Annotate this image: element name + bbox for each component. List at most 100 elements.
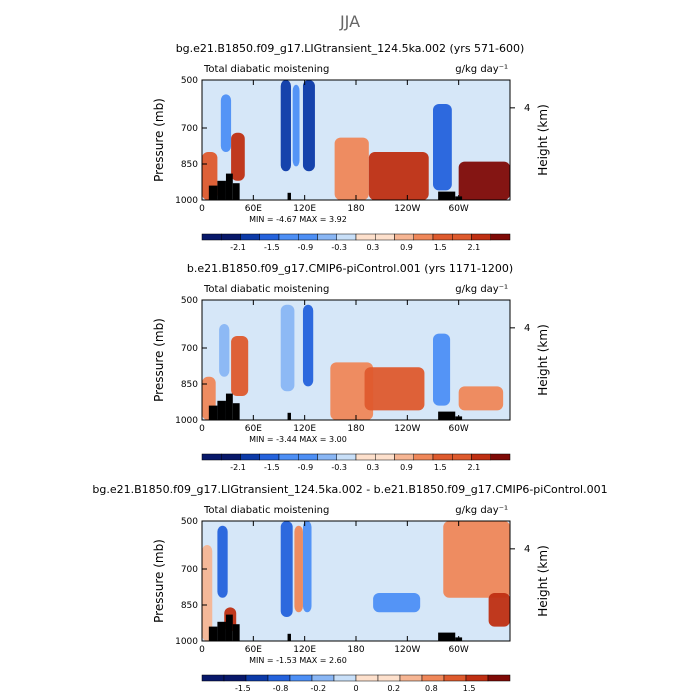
colorbar-segment (298, 233, 318, 241)
colorbar-label: -1.5 (264, 463, 280, 472)
colorbar-segment (471, 453, 491, 461)
colorbar-segment (432, 233, 453, 241)
y-tick-label: 1000 (175, 196, 198, 206)
field-cell (231, 132, 245, 181)
terrain-mask (438, 632, 456, 641)
colorbar-segment (317, 233, 337, 241)
panel-units-label: g/kg day⁻¹ (455, 284, 508, 295)
field-cell (219, 324, 230, 377)
field-cell (443, 521, 510, 598)
x-tick-label: 120W (394, 424, 420, 434)
colorbar-segment (465, 674, 489, 682)
x-tick-label: 0 (199, 424, 205, 434)
field-cell (280, 521, 293, 617)
colorbar-segment (413, 453, 434, 461)
colorbar-label: -2.1 (230, 243, 246, 252)
colorbar-label: -0.8 (273, 684, 289, 693)
colorbar-segment (240, 453, 260, 461)
terrain-mask (208, 185, 218, 200)
x-tick-label: 0 (199, 645, 205, 655)
terrain-mask (232, 183, 240, 200)
panel-3: bg.e21.B1850.f09_g17.LIGtransient_124.5k… (92, 483, 607, 693)
colorbar-segment (413, 233, 434, 241)
right-tick-label: 4 (524, 103, 530, 114)
panel-2: b.e21.B1850.f09_g17.CMIP6-piControl.001 … (152, 262, 550, 472)
terrain-mask (232, 403, 240, 420)
x-tick-label: 180 (347, 424, 364, 434)
colorbar-segment (452, 233, 472, 241)
terrain-mask (208, 626, 218, 641)
colorbar-segment (240, 233, 260, 241)
y-tick-label: 700 (181, 344, 198, 354)
colorbar-segment (259, 453, 280, 461)
colorbar-label: -0.3 (331, 463, 347, 472)
colorbar-label: 2.1 (468, 463, 481, 472)
panel-title: bg.e21.B1850.f09_g17.LIGtransient_124.5k… (176, 42, 525, 55)
field-cell (292, 84, 300, 167)
y-tick-label: 850 (181, 380, 198, 390)
colorbar-segment (336, 453, 357, 461)
panel-1: bg.e21.B1850.f09_g17.LIGtransient_124.5k… (152, 42, 550, 252)
colorbar-label: 1.5 (434, 463, 447, 472)
colorbar-label: -0.2 (310, 684, 326, 693)
y-axis-right-label: Height (km) (536, 104, 550, 175)
colorbar-label: 0.9 (400, 243, 413, 252)
colorbar-segment (267, 674, 291, 682)
min-max-label: MIN = -1.53 MAX = 2.60 (249, 656, 347, 665)
min-max-label: MIN = -3.44 MAX = 3.00 (249, 435, 347, 444)
colorbar-segment (336, 233, 357, 241)
field-cell (488, 593, 510, 627)
colorbar-label: -0.3 (331, 243, 347, 252)
x-tick-label: 180 (347, 645, 364, 655)
colorbar-segment (201, 233, 222, 241)
colorbar-segment (375, 233, 395, 241)
colorbar-segment (487, 674, 511, 682)
colorbar-label: 0.9 (400, 463, 413, 472)
x-tick-label: 120E (293, 204, 316, 214)
colorbar-segment (221, 453, 241, 461)
panel-left-label: Total diabatic moistening (203, 64, 329, 75)
colorbar-segment (201, 453, 222, 461)
min-max-label: MIN = -4.67 MAX = 3.92 (249, 215, 347, 224)
panel-title: b.e21.B1850.f09_g17.CMIP6-piControl.001 … (187, 262, 513, 275)
colorbar-segment (298, 453, 318, 461)
x-tick-label: 60E (245, 645, 262, 655)
y-axis-right-label: Height (km) (536, 324, 550, 395)
terrain-mask (217, 621, 226, 641)
panel-units-label: g/kg day⁻¹ (455, 505, 508, 516)
y-tick-label: 700 (181, 124, 198, 134)
field-cell (302, 521, 312, 613)
colorbar-segment (355, 674, 379, 682)
field-cell (334, 137, 369, 200)
colorbar-label: 0.8 (425, 684, 438, 693)
y-axis-label: Pressure (mb) (152, 539, 166, 623)
x-tick-label: 180 (347, 204, 364, 214)
colorbar-segment (399, 674, 423, 682)
y-tick-label: 500 (181, 76, 198, 86)
colorbar-segment (223, 674, 247, 682)
colorbar-label: 0.3 (366, 243, 379, 252)
y-axis-right-label: Height (km) (536, 545, 550, 616)
terrain-mask (225, 173, 233, 200)
colorbar-label: 0 (353, 684, 358, 693)
colorbar-segment (311, 674, 335, 682)
x-tick-label: 60W (448, 204, 468, 214)
colorbar-segment (377, 674, 401, 682)
terrain-mask (438, 191, 456, 200)
x-tick-label: 120W (394, 204, 420, 214)
right-tick-label: 4 (524, 544, 530, 555)
colorbar-segment (221, 233, 241, 241)
x-tick-label: 60E (245, 424, 262, 434)
x-tick-label: 0 (199, 204, 205, 214)
colorbar-label: 0.2 (387, 684, 400, 693)
terrain-mask (208, 405, 218, 420)
terrain-mask (287, 192, 291, 200)
field-cell (364, 367, 425, 411)
y-tick-label: 700 (181, 565, 198, 575)
colorbar-label: 1.5 (463, 684, 476, 693)
field-cell (373, 593, 421, 613)
field-cell (220, 94, 232, 152)
colorbar-label: -1.5 (264, 243, 280, 252)
terrain-mask (287, 633, 291, 641)
panel-title: bg.e21.B1850.f09_g17.LIGtransient_124.5k… (92, 483, 607, 496)
